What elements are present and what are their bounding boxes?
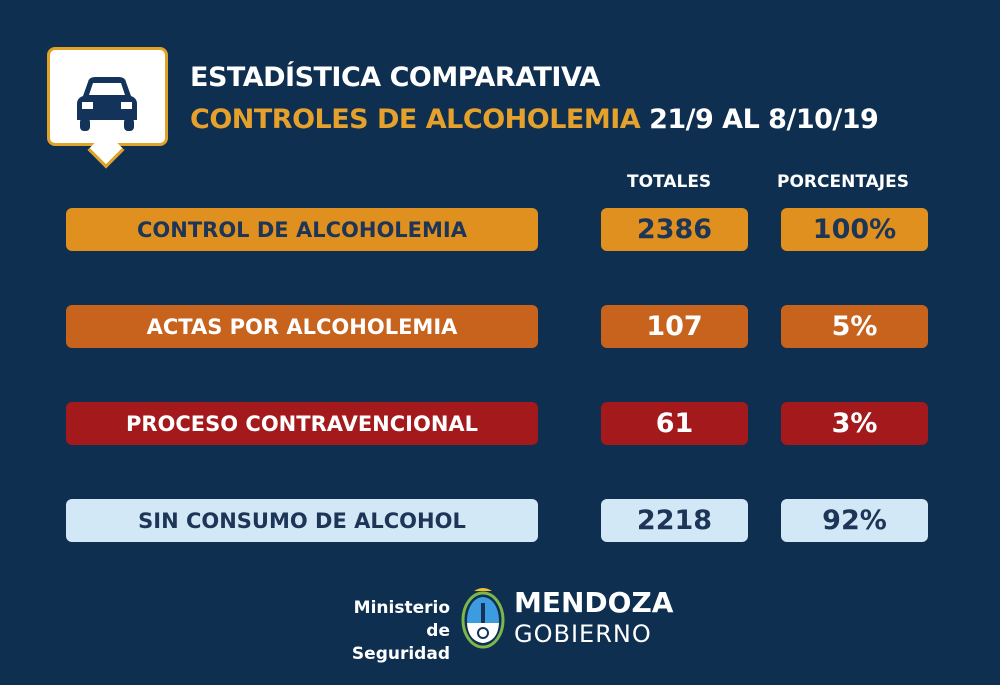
row-percent: 100% (781, 208, 928, 251)
car-icon (77, 77, 137, 131)
ministry-line1: Ministerio (353, 598, 450, 618)
row-percent: 92% (781, 499, 928, 542)
subtitle-text: CONTROLES DE ALCOHOLEMIA (190, 104, 641, 135)
row-percent: 5% (781, 305, 928, 348)
column-header-totales: TOTALES (627, 172, 712, 192)
ministry-name: Ministerio de Seguridad (330, 597, 450, 666)
row-percent: 3% (781, 402, 928, 445)
row-total: 2218 (601, 499, 748, 542)
brand-subtitle: GOBIERNO (514, 620, 652, 648)
brand-name: MENDOZA (514, 586, 674, 619)
row-total: 2386 (601, 208, 748, 251)
page-subtitle: CONTROLES DE ALCOHOLEMIA 21/9 AL 8/10/19 (190, 104, 879, 135)
row-label: CONTROL DE ALCOHOLEMIA (66, 208, 538, 251)
coat-of-arms-icon (461, 588, 505, 649)
ministry-line2: de Seguridad (351, 621, 450, 664)
page-title: ESTADÍSTICA COMPARATIVA (190, 62, 600, 93)
row-label: SIN CONSUMO DE ALCOHOL (66, 499, 538, 542)
row-label: ACTAS POR ALCOHOLEMIA (66, 305, 538, 348)
column-header-porcentajes: PORCENTAJES (777, 172, 909, 192)
date-range: 21/9 AL 8/10/19 (649, 104, 879, 135)
row-label: PROCESO CONTRAVENCIONAL (66, 402, 538, 445)
row-total: 61 (601, 402, 748, 445)
row-total: 107 (601, 305, 748, 348)
car-badge (47, 47, 168, 146)
